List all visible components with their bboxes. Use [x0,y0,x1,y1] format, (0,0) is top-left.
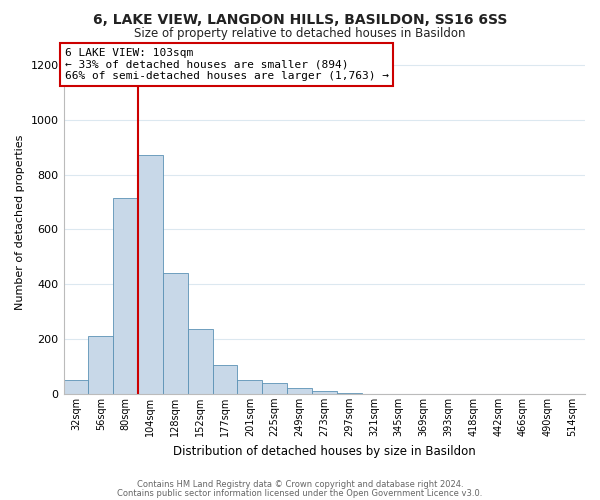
Text: Size of property relative to detached houses in Basildon: Size of property relative to detached ho… [134,28,466,40]
Bar [337,392,362,394]
Text: 6 LAKE VIEW: 103sqm
← 33% of detached houses are smaller (894)
66% of semi-detac: 6 LAKE VIEW: 103sqm ← 33% of detached ho… [65,48,389,81]
Bar [64,380,88,394]
Bar [138,156,163,394]
Y-axis label: Number of detached properties: Number of detached properties [15,135,25,310]
Bar [287,388,312,394]
X-axis label: Distribution of detached houses by size in Basildon: Distribution of detached houses by size … [173,444,476,458]
Bar [262,383,287,394]
Bar [163,274,188,394]
Text: Contains HM Land Registry data © Crown copyright and database right 2024.: Contains HM Land Registry data © Crown c… [137,480,463,489]
Bar [113,198,138,394]
Bar [188,330,212,394]
Bar [238,380,262,394]
Text: Contains public sector information licensed under the Open Government Licence v3: Contains public sector information licen… [118,488,482,498]
Text: 6, LAKE VIEW, LANGDON HILLS, BASILDON, SS16 6SS: 6, LAKE VIEW, LANGDON HILLS, BASILDON, S… [93,12,507,26]
Bar [88,336,113,394]
Bar [212,365,238,394]
Bar [312,391,337,394]
